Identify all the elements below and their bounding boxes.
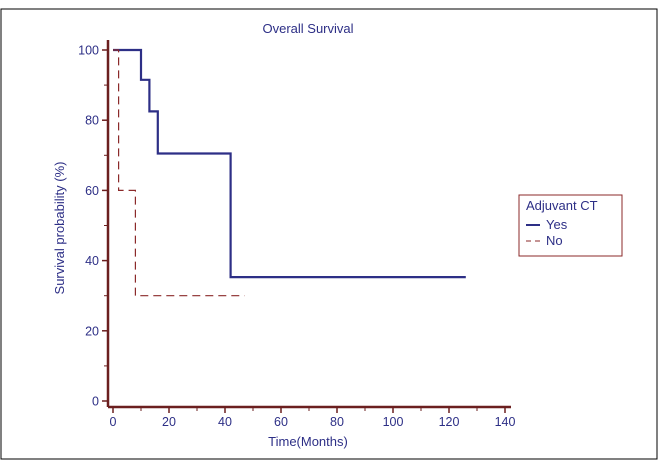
y-tick-label: 0	[92, 395, 99, 409]
y-axis-ticks: 0 20 40 60 80 100	[78, 44, 108, 409]
x-axis-ticks: 0 20 40 60 80 100 120 140	[110, 407, 516, 429]
y-tick-label: 100	[78, 44, 99, 58]
x-tick-label: 0	[110, 415, 117, 429]
series-layer	[113, 48, 466, 297]
series-line-no	[113, 49, 245, 297]
legend-title: Adjuvant CT	[526, 198, 598, 213]
x-tick-label: 60	[274, 415, 288, 429]
legend: Adjuvant CT Yes No	[518, 194, 623, 257]
x-tick-label: 140	[495, 415, 516, 429]
legend-label-no: No	[546, 233, 563, 248]
x-tick-label: 120	[439, 415, 460, 429]
x-tick-label: 40	[218, 415, 232, 429]
y-tick-label: 80	[85, 114, 99, 128]
y-axis-label: Survival probability (%)	[52, 162, 67, 295]
series-line-yes	[113, 48, 466, 279]
x-tick-label: 80	[330, 415, 344, 429]
y-tick-label: 20	[85, 324, 99, 338]
legend-label-yes: Yes	[546, 217, 568, 232]
x-axis-label: Time(Months)	[268, 434, 348, 449]
y-tick-label: 60	[85, 184, 99, 198]
x-tick-label: 20	[162, 415, 176, 429]
x-tick-label: 100	[383, 415, 404, 429]
y-tick-label: 40	[85, 254, 99, 268]
chart-title: Overall Survival	[262, 21, 353, 36]
